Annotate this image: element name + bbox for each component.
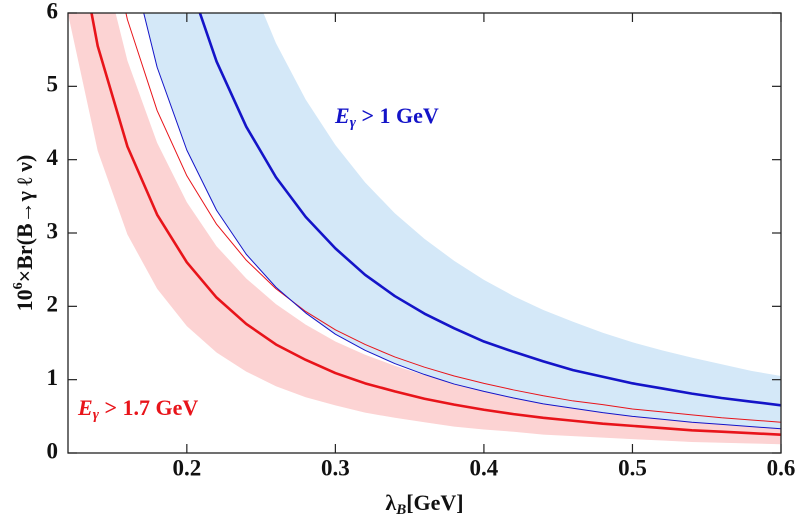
curve: [125, 13, 781, 423]
annotation-symbol: E: [77, 395, 93, 420]
axes: 0.2 0.3 0.4 0.5 0.60123456λB[GeV]106×Br(B→γ …: [11, 0, 795, 518]
curve: [198, 13, 781, 407]
annotation: Eγ > 1.7 GeV: [77, 395, 198, 423]
y-tick-label: 3: [47, 218, 59, 243]
y-tick-label: 6: [47, 0, 59, 23]
x-tick-label: 0.2: [172, 455, 201, 480]
x-label-unit: [GeV]: [406, 490, 463, 515]
y-tick-label: 0: [47, 438, 59, 463]
curve: [90, 13, 781, 436]
annotation-text: > 1.7 GeV: [99, 395, 198, 420]
uncertainty-band: [68, 13, 781, 445]
x-label-sub: B: [395, 502, 406, 518]
x-axis-label: λB[GeV]: [385, 490, 463, 518]
x-label-symbol: λ: [385, 490, 396, 515]
y-tick-label: 5: [47, 72, 59, 97]
y-axis-label: 106×Br(B→γ ℓ ν): [11, 155, 37, 312]
x-tick-label: 0.6: [767, 455, 796, 480]
x-tick-label: 0.5: [618, 455, 647, 480]
annotation: Eγ > 1 GeV: [334, 103, 439, 131]
y-tick-label: 2: [47, 292, 59, 317]
curve: [143, 13, 781, 430]
annotation-text: > 1 GeV: [356, 103, 439, 128]
annotation-sub: γ: [350, 115, 357, 131]
x-tick-label: 0.3: [321, 455, 350, 480]
y-tick-label: 1: [47, 365, 59, 390]
y-label-rest: ×Br(B→γ ℓ ν): [12, 155, 37, 283]
annotation-symbol: E: [334, 103, 350, 128]
y-tick-label: 4: [47, 145, 59, 170]
y-label-base: 10: [12, 289, 37, 311]
annotation-sub: γ: [93, 407, 100, 423]
plot-area: [68, 13, 781, 445]
x-tick-label: 0.4: [470, 455, 499, 480]
y-label-sup: 6: [11, 282, 26, 289]
uncertainty-band: [143, 13, 781, 429]
